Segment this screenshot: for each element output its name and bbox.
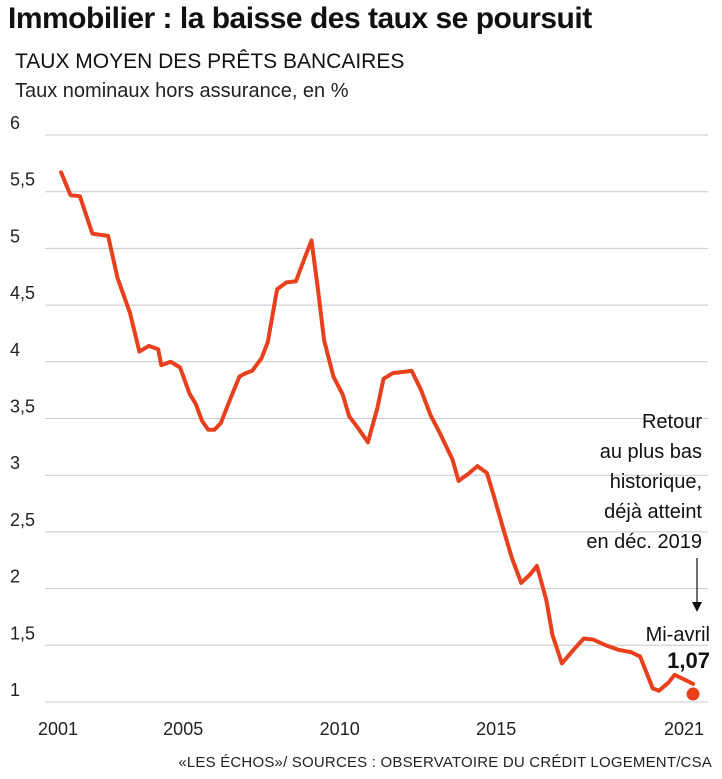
- annotation-note-line: en déc. 2019: [586, 531, 702, 553]
- y-tick-label: 4,5: [10, 283, 35, 303]
- annotation-note-line: Retour: [642, 411, 702, 433]
- y-axis-tick-labels: 1 1,5 2 2,5 3 3,5 4 4,5 5 5,5 6: [10, 113, 35, 700]
- y-tick-label: 1,5: [10, 623, 35, 643]
- arrow-head-icon: [692, 602, 702, 612]
- y-tick-label: 1: [10, 680, 20, 700]
- y-tick-label: 4: [10, 340, 20, 360]
- x-tick-label: 2010: [320, 719, 360, 739]
- gridlines: [45, 134, 708, 703]
- series: [59, 170, 700, 701]
- y-tick-label: 5: [10, 226, 20, 246]
- x-tick-label: 2005: [163, 719, 203, 739]
- x-tick-label: 2015: [476, 719, 516, 739]
- x-tick-label: 2001: [38, 719, 78, 739]
- chart-title: Immobilier : la baisse des taux se pours…: [8, 2, 592, 35]
- x-tick-label: 2021: [664, 719, 704, 739]
- y-tick-label: 3,5: [10, 397, 35, 417]
- last-point-value: 1,07: [667, 648, 710, 673]
- annotations: Retour au plus bas historique, déjà atteint…: [586, 411, 710, 673]
- y-tick-label: 2,5: [10, 510, 35, 530]
- y-tick-label: 3: [10, 453, 20, 473]
- y-axis-caption: Taux nominaux hors assurance, en %: [15, 80, 349, 102]
- annotation-note-line: au plus bas: [600, 441, 702, 463]
- annotation-note-line: déjà atteint: [604, 501, 702, 523]
- y-tick-label: 2: [10, 567, 20, 587]
- last-point-label: Mi-avril: [646, 624, 710, 646]
- last-point-marker: [686, 687, 700, 701]
- y-tick-label: 5,5: [10, 170, 35, 190]
- y-tick-label: 6: [10, 113, 20, 133]
- chart-subtitle: TAUX MOYEN DES PRÊTS BANCAIRES: [15, 50, 405, 73]
- x-axis-tick-labels: 2001 2005 2010 2015 2021: [38, 719, 704, 739]
- source-credit: «LES ÉCHOS»/ SOURCES : OBSERVATOIRE DU C…: [178, 754, 712, 771]
- annotation-note-line: historique,: [610, 471, 702, 493]
- series-line: [59, 170, 696, 693]
